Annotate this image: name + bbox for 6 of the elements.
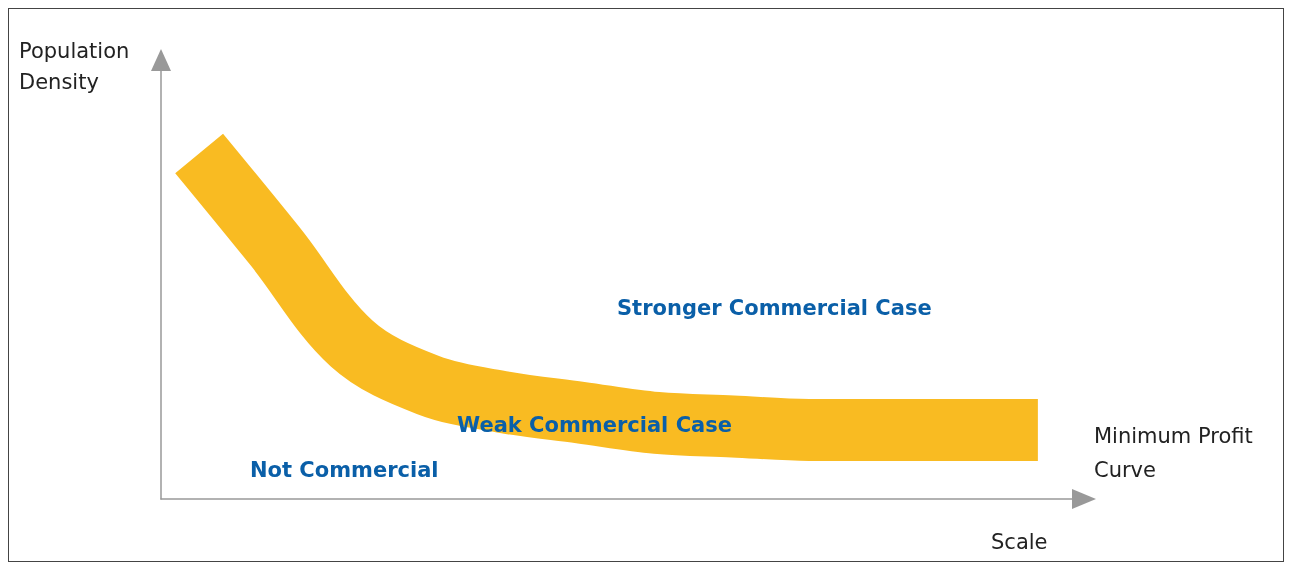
text: Minimum Profit Curve	[1094, 424, 1260, 482]
y-axis-title: Population Density	[19, 38, 137, 94]
x-axis-title: Scale	[991, 529, 1048, 554]
annotation: Weak Commercial Case	[457, 412, 732, 437]
annotation: Not Commercial	[250, 457, 439, 482]
annotation: Stronger Commercial Case	[617, 295, 932, 320]
